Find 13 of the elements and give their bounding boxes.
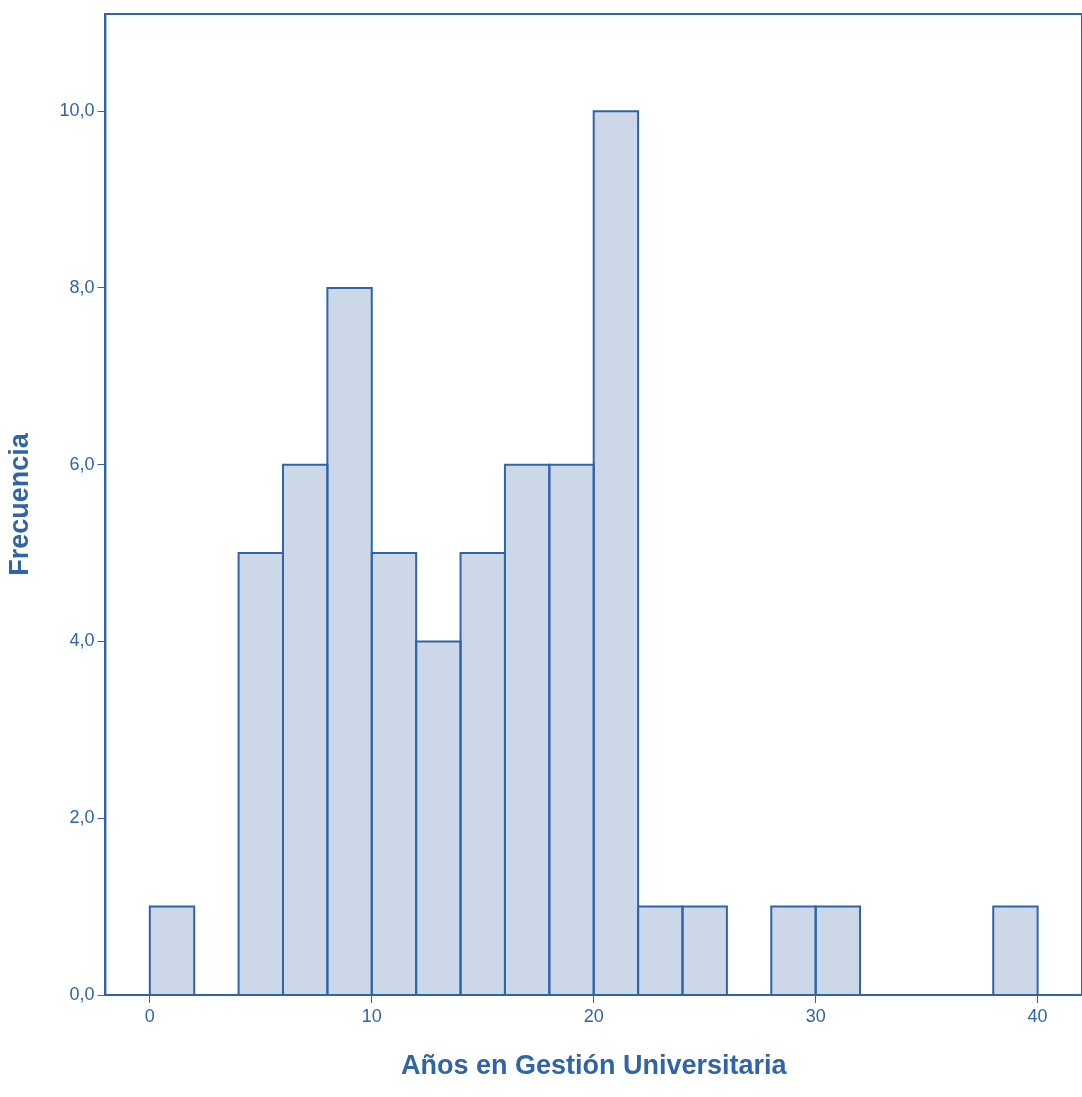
x-tick-label: 40 xyxy=(1027,1005,1048,1026)
x-tick-label: 30 xyxy=(805,1005,826,1026)
x-tick-label: 0 xyxy=(144,1005,155,1026)
y-axis-title: Frecuencia xyxy=(3,432,34,576)
x-axis-title: Años en Gestión Universitaria xyxy=(400,1050,788,1081)
y-tick-label: 10,0 xyxy=(59,100,95,121)
x-tick-label: 20 xyxy=(583,1005,604,1026)
y-tick-label: 4,0 xyxy=(69,630,95,651)
y-tick-label: 0,0 xyxy=(69,983,95,1004)
y-tick-label: 8,0 xyxy=(69,276,95,297)
y-tick-label: 2,0 xyxy=(69,807,95,828)
x-tick-label: 10 xyxy=(361,1005,382,1026)
y-tick-label: 6,0 xyxy=(69,453,95,474)
